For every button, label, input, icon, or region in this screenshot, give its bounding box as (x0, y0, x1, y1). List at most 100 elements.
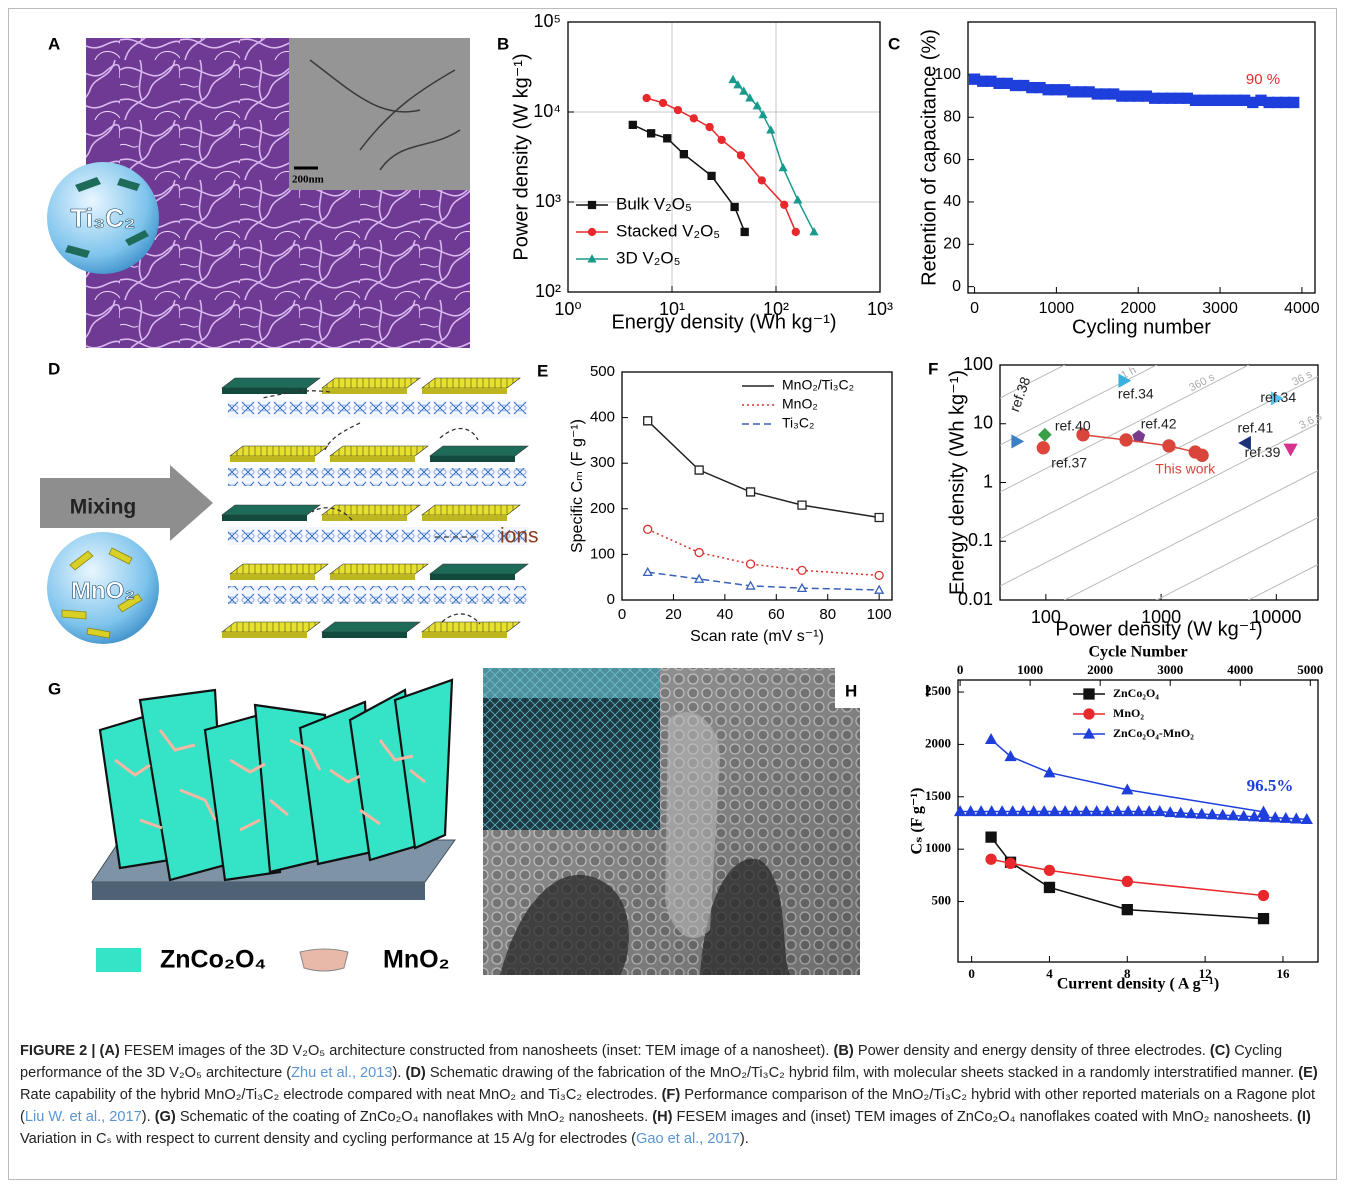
x-tick-label: 10⁰ (554, 299, 581, 319)
marker (1037, 442, 1049, 454)
marker (986, 854, 996, 864)
marker (875, 571, 883, 579)
marker (648, 130, 655, 137)
x-tick-label: 4000 (1284, 300, 1320, 317)
sheet-front (222, 632, 307, 638)
marker (792, 228, 799, 235)
marker (875, 513, 883, 521)
ions-label: ions (500, 525, 539, 548)
sheet-front (330, 456, 415, 462)
caption-tag: (F) (662, 1087, 681, 1103)
sheet-front (330, 574, 415, 580)
marker (1259, 890, 1269, 900)
legend-label: Bulk V₂O₅ (616, 194, 692, 213)
x2-tick-label: 0 (957, 662, 964, 677)
y-tick-label: 40 (943, 193, 961, 210)
x2-tick-label: 3000 (1157, 662, 1183, 677)
caption-label: FIGURE 2 | (20, 1043, 95, 1059)
y-tick-label: 1 (983, 471, 993, 491)
marker (986, 832, 996, 842)
y-tick-label: 20 (943, 236, 961, 253)
citation: Liu W. et al., 2017 (25, 1109, 142, 1125)
y-tick-label: 10² (535, 281, 561, 301)
y-axis-title: Retention of capacitance (%) (918, 29, 940, 286)
marker (747, 560, 755, 568)
x-tick-label: 0 (970, 300, 979, 317)
marker (1084, 689, 1094, 699)
caption-tag: (G) (155, 1109, 176, 1125)
legend-label: ZnCo₂O₄ (160, 946, 266, 974)
citation: Gao et al., 2017 (636, 1131, 740, 1147)
scale-bar-label: 200nm (292, 174, 324, 186)
caption-text: Rate capability of the hybrid MnO₂/Ti₃C₂… (20, 1087, 662, 1103)
sheet-top (422, 378, 520, 388)
legend-label: Ti₃C₂ (782, 415, 814, 431)
sheet-front (322, 515, 407, 521)
panel-letter: F (928, 359, 938, 378)
marker (695, 549, 703, 557)
marker (798, 566, 806, 574)
point-label: ref.40 (1055, 417, 1091, 433)
x2-tick-label: 1000 (1017, 662, 1043, 677)
legend-label: 3D V₂O₅ (616, 248, 680, 267)
legend-label: MnO₂ (383, 946, 450, 974)
x-tick-label: 100 (867, 606, 892, 623)
x-axis-title: Energy density (Wh kg⁻¹) (611, 311, 836, 333)
caption-tag: (I) (1297, 1109, 1311, 1125)
x-tick-label: 0 (618, 606, 626, 623)
marker (1044, 865, 1054, 875)
plot-area (968, 22, 1315, 293)
sphere-label: Ti₃C₂ (71, 203, 136, 233)
x2-tick-label: 5000 (1297, 662, 1323, 677)
caption-text: FESEM images of the 3D V₂O₅ architecture… (120, 1043, 834, 1059)
y-axis-title: Specific Cₘ (F g⁻¹) (569, 419, 586, 553)
y-axis-title: Power density (W kg⁻¹) (510, 53, 532, 260)
sheet-top (430, 446, 528, 456)
sheet-top (330, 564, 428, 574)
marker (1084, 709, 1094, 719)
x-axis-title: Cycling number (1072, 316, 1211, 338)
marker (674, 107, 681, 114)
x-tick-label: 60 (768, 606, 785, 623)
plot-area (622, 372, 892, 600)
caption-text: FESEM images and (inset) TEM images of Z… (672, 1109, 1297, 1125)
marker (758, 177, 765, 184)
caption-tag: (C) (1210, 1043, 1230, 1059)
point-label: ref.41 (1237, 420, 1273, 436)
point-label: ref.34 (1118, 385, 1154, 401)
marker (747, 488, 755, 496)
y-tick-label: 10³ (535, 191, 561, 211)
sheet-top (230, 446, 328, 456)
marker (589, 229, 596, 236)
marker (798, 501, 806, 509)
sheet-front (422, 515, 507, 521)
sheet-front (422, 388, 507, 394)
y-tick-label: 10⁵ (534, 11, 561, 31)
marker (629, 121, 636, 128)
sheet-front (422, 632, 507, 638)
sheet-top (230, 564, 328, 574)
sheet-front (230, 574, 315, 580)
y-tick-label: 100 (590, 545, 615, 562)
sheet-top (430, 564, 528, 574)
caption-text: Schematic of the coating of ZnCo₂O₄ nano… (176, 1109, 652, 1125)
point-label: ref.39 (1245, 444, 1281, 460)
legend-label: ZnCo₂O₄-MnO₂ (1113, 726, 1194, 740)
citation: Zhu et al., 2013 (291, 1065, 392, 1081)
sheet-front (322, 388, 407, 394)
figure: 200nm A Ti₃C₂ Mixing MnO₂ ions D ZnCo (0, 0, 1347, 1035)
annotation: 96.5% (1247, 776, 1294, 795)
marker (1044, 882, 1054, 892)
marker (644, 417, 652, 425)
legend-label: ZnCo₂O₄ (1113, 686, 1159, 700)
caption-text: ). (142, 1109, 155, 1125)
point-label: ref.42 (1141, 415, 1177, 431)
marker (1163, 440, 1175, 452)
caption-tag: (H) (652, 1109, 672, 1125)
molecule-layer (228, 400, 528, 418)
caption-tag: (A) (100, 1043, 120, 1059)
point-label: ref.34 (1260, 389, 1296, 405)
x2-tick-label: 4000 (1227, 662, 1253, 677)
caption-text: ). (393, 1065, 406, 1081)
y-tick-label: 60 (943, 151, 961, 168)
